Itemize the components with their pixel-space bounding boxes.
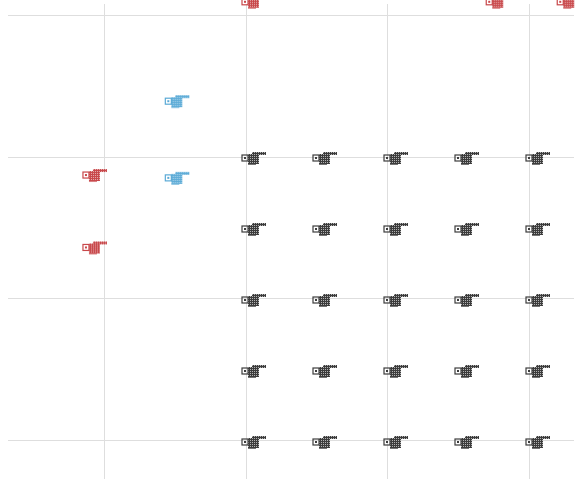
- pointing-hand-sprite[interactable]: [312, 294, 337, 307]
- pointing-hand-sprite[interactable]: [312, 223, 337, 236]
- pointing-hand-sprite[interactable]: [82, 241, 107, 255]
- pointing-hand-sprite[interactable]: [241, 436, 266, 449]
- pointing-hand-sprite[interactable]: [241, 365, 266, 378]
- pointing-hand-sprite[interactable]: [556, 0, 577, 9]
- pointing-hand-sprite[interactable]: [454, 294, 479, 307]
- pointing-hand-sprite[interactable]: [312, 365, 337, 378]
- pointing-hand-sprite[interactable]: [383, 294, 408, 307]
- grid-lines: [8, 4, 574, 479]
- pointing-hand-sprite[interactable]: [241, 294, 266, 307]
- pointing-hand-sprite[interactable]: [525, 436, 550, 449]
- pointing-hand-sprite[interactable]: [312, 152, 337, 165]
- pointing-hand-sprite[interactable]: [525, 294, 550, 307]
- pointing-hand-sprite[interactable]: [454, 365, 479, 378]
- pointing-hand-sprite[interactable]: [383, 365, 408, 378]
- pointing-hand-sprite[interactable]: [383, 223, 408, 236]
- pointing-hand-sprite[interactable]: [525, 223, 550, 236]
- pointing-hand-sprite[interactable]: [241, 152, 266, 165]
- pointing-hand-sprite[interactable]: [164, 171, 190, 185]
- sprite-layer: [82, 0, 577, 449]
- pointing-hand-sprite[interactable]: [454, 223, 479, 236]
- pointing-hand-sprite[interactable]: [241, 0, 266, 9]
- pointing-hand-sprite[interactable]: [82, 169, 107, 183]
- pointing-hand-sprite[interactable]: [485, 0, 510, 9]
- pointing-hand-sprite[interactable]: [241, 223, 266, 236]
- pointing-hand-sprite[interactable]: [525, 365, 550, 378]
- pointing-hand-sprite[interactable]: [312, 436, 337, 449]
- pointing-hand-sprite[interactable]: [383, 436, 408, 449]
- pointing-hand-sprite[interactable]: [164, 95, 190, 109]
- pointing-hand-sprite[interactable]: [454, 436, 479, 449]
- pointing-hand-sprite[interactable]: [525, 152, 550, 165]
- pointing-hand-sprite[interactable]: [454, 152, 479, 165]
- pointing-hand-sprite[interactable]: [383, 152, 408, 165]
